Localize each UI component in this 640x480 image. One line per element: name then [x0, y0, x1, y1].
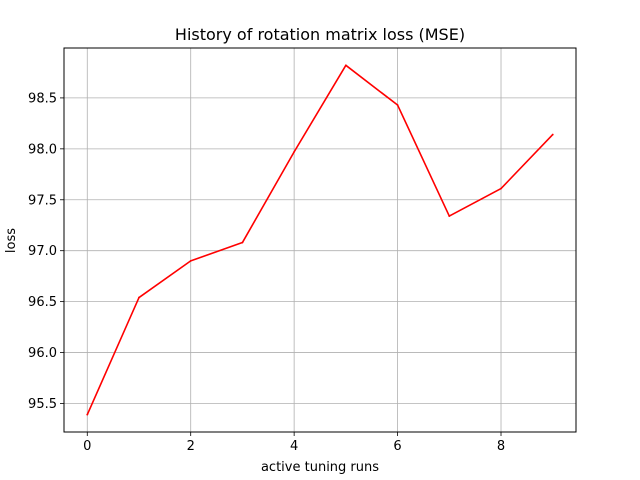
data-point	[189, 259, 192, 262]
plot-frame	[63, 47, 577, 433]
y-tick-label: 97.0	[28, 244, 57, 259]
y-tick-label: 98.5	[28, 91, 57, 106]
y-axis-label: loss	[4, 228, 19, 253]
x-tick-label: 8	[497, 439, 505, 454]
data-point	[396, 104, 399, 106]
x-axis-label: active tuning runs	[261, 460, 379, 475]
chart-title: History of rotation matrix loss (MSE)	[175, 25, 465, 44]
data-point	[551, 133, 554, 136]
x-tick-label: 2	[187, 439, 195, 454]
data-point	[293, 150, 296, 153]
data-point	[448, 215, 451, 217]
series-line	[86, 64, 554, 416]
y-tick-label: 98.0	[28, 142, 57, 157]
y-tick-label: 96.5	[28, 295, 57, 310]
series-layer	[86, 64, 554, 416]
data-point	[344, 64, 347, 67]
x-tick-label: 4	[290, 439, 298, 454]
y-tick-label: 95.5	[28, 397, 57, 412]
data-point	[138, 296, 140, 299]
y-tick-label: 96.0	[28, 346, 57, 361]
grid	[64, 48, 576, 432]
y-tick-label: 97.5	[28, 193, 57, 208]
data-point	[500, 187, 502, 190]
ticks: 0 2 4 6 8 95.5 96.0 96.5 97.0 97.5 98.0 98.5	[28, 91, 505, 454]
data-point	[86, 413, 89, 416]
x-tick-label: 0	[83, 439, 91, 454]
data-point	[241, 241, 244, 244]
x-tick-label: 6	[393, 439, 401, 454]
